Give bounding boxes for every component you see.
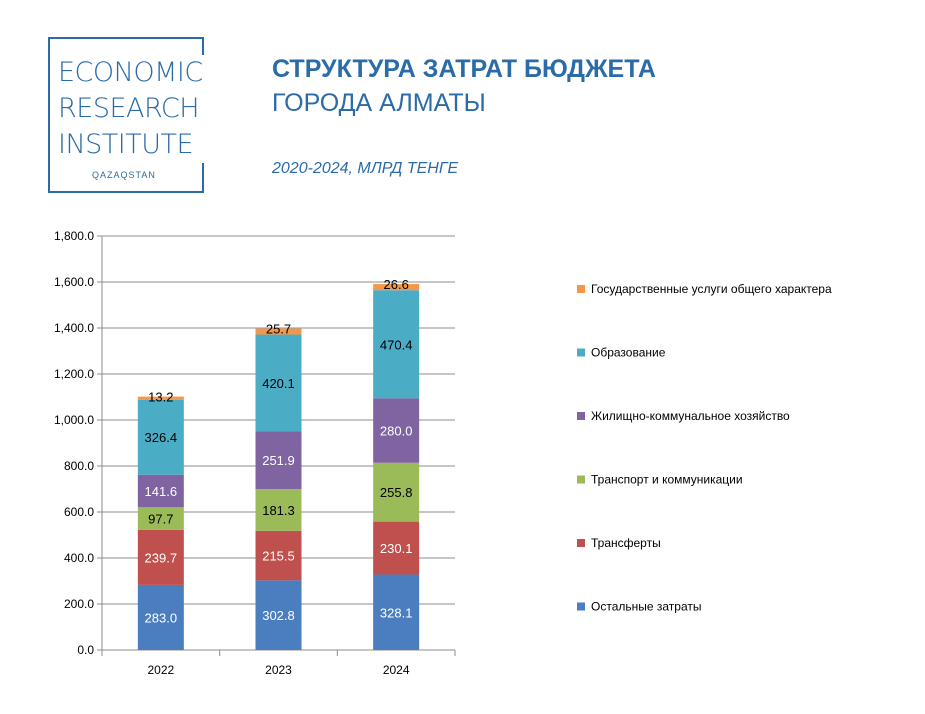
y-tick-label: 1,800.0: [54, 229, 94, 243]
y-tick-label: 1,200.0: [54, 367, 94, 381]
data-label: 230.1: [380, 541, 413, 556]
data-label: 328.1: [380, 605, 413, 620]
y-tick-label: 0.0: [77, 643, 94, 657]
bar-segment: [373, 521, 420, 575]
data-label: 283.0: [145, 610, 178, 625]
bar-segment: [137, 584, 184, 650]
data-label: 239.7: [145, 550, 178, 565]
legend-label: Государственные услуги общего характера: [591, 282, 832, 296]
bar-segment: [373, 290, 420, 399]
x-tick-label: 2024: [383, 663, 410, 677]
bar-segment: [255, 334, 302, 432]
bar-segment: [137, 399, 184, 475]
chart-title: СТРУКТУРА ЗАТРАТ БЮДЖЕТА: [272, 55, 656, 83]
y-tick-label: 400.0: [64, 551, 94, 565]
logo-text: ECONOMIC RESEARCH INSTITUTE: [58, 55, 207, 163]
bar-segment: [255, 328, 302, 335]
data-label: 470.4: [380, 337, 413, 352]
y-tick-label: 1,000.0: [54, 413, 94, 427]
data-label: 181.3: [262, 503, 295, 518]
data-label: 13.2: [148, 390, 173, 405]
bar-segment: [137, 529, 184, 585]
legend-swatch: [577, 475, 585, 484]
legend-label: Образование: [591, 346, 666, 360]
legend-label: Остальные затраты: [591, 600, 702, 614]
legend-swatch: [577, 412, 585, 420]
bar-segment: [373, 574, 420, 650]
y-tick-label: 600.0: [64, 505, 94, 519]
x-tick-label: 2023: [265, 663, 292, 677]
y-tick-label: 200.0: [64, 597, 94, 611]
bar-segment: [137, 507, 184, 530]
logo-subtext: QAZAQSTAN: [92, 170, 156, 180]
bar-segment: [255, 530, 302, 581]
x-tick-label: 2022: [147, 663, 174, 677]
legend-label: Жилищно-коммунальное хозяйство: [591, 409, 790, 423]
bar-segment: [373, 398, 420, 463]
bar-segment: [255, 489, 302, 531]
y-tick-label: 800.0: [64, 459, 94, 473]
legend-swatch: [577, 539, 585, 547]
y-tick-label: 1,400.0: [54, 321, 94, 335]
chart-title-line2: ГОРОДА АЛМАТЫ: [272, 89, 486, 117]
bar-segment: [255, 431, 302, 490]
data-label: 25.7: [266, 322, 291, 337]
logo-line-2: RESEARCH: [58, 93, 200, 124]
legend-swatch: [577, 602, 585, 611]
bar-segment: [137, 396, 184, 400]
data-label: 251.9: [262, 453, 295, 468]
logo-line-3: INSTITUTE: [58, 129, 194, 160]
data-label: 26.6: [384, 277, 409, 292]
data-label: 280.0: [380, 424, 413, 439]
legend-label: Трансферты: [591, 536, 661, 550]
data-label: 215.5: [262, 549, 295, 564]
logo-line-1: ECONOMIC: [58, 57, 203, 88]
bar-segment: [137, 474, 184, 508]
legend-swatch: [577, 348, 585, 357]
data-label: 420.1: [262, 376, 295, 391]
legend-label: Транспорт и коммуникации: [591, 473, 743, 487]
legend-swatch: [577, 285, 585, 293]
y-tick-label: 1,600.0: [54, 275, 94, 289]
data-label: 326.4: [145, 430, 178, 445]
bar-segment: [373, 284, 420, 291]
data-label: 97.7: [148, 512, 173, 527]
data-label: 141.6: [145, 484, 178, 499]
bar-segment: [255, 580, 302, 650]
data-label: 302.8: [262, 608, 295, 623]
chart-subtitle: 2020-2024, МЛРД ТЕНГЕ: [272, 160, 459, 177]
bar-segment: [373, 462, 420, 522]
data-label: 255.8: [380, 485, 413, 500]
